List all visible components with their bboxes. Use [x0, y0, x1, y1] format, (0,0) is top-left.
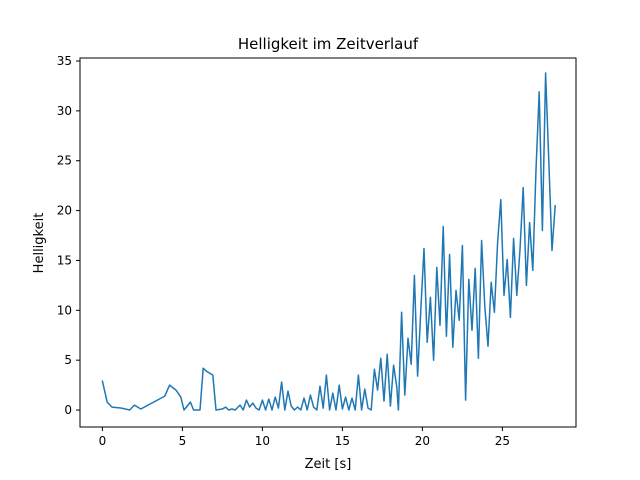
x-tick-label: 10 [255, 434, 270, 448]
chart-title: Helligkeit im Zeitverlauf [238, 35, 419, 53]
y-tick-label: 30 [57, 104, 72, 118]
x-tick-label: 20 [415, 434, 430, 448]
x-tick-label: 0 [99, 434, 107, 448]
series-line-helligkeit [101, 72, 556, 411]
y-tick-label: 35 [57, 54, 72, 68]
x-tick-label: 15 [335, 434, 350, 448]
y-tick-label: 15 [57, 253, 72, 267]
y-tick-label: 20 [57, 204, 72, 218]
x-tick-label: 25 [495, 434, 510, 448]
x-tick-label: 5 [179, 434, 187, 448]
y-tick-label: 5 [64, 353, 72, 367]
y-axis-label: Helligkeit [32, 213, 47, 274]
plot-area [101, 72, 556, 411]
axis-ticks: 0 5 10 15 20 25 0 5 10 15 20 25 30 35 [57, 54, 510, 448]
axes-frame [79, 57, 577, 428]
y-tick-label: 10 [57, 303, 72, 317]
y-tick-label: 0 [64, 403, 72, 417]
y-tick-label: 25 [57, 154, 72, 168]
x-axis-label: Zeit [s] [305, 457, 352, 472]
